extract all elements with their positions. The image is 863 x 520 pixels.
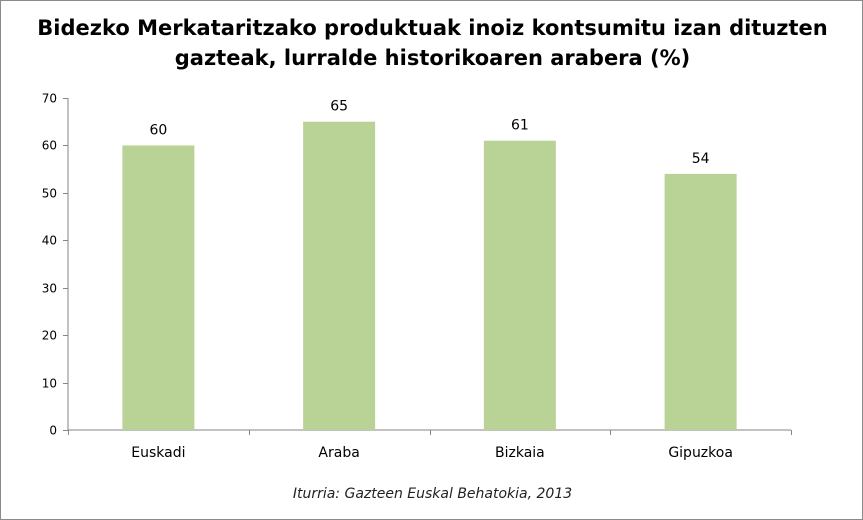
chart-title-line-1: Bidezko Merkataritzako produktuak inoiz …	[37, 16, 828, 40]
category-label-bizkaia: Bizkaia	[495, 445, 545, 461]
category-label-euskadi: Euskadi	[131, 445, 185, 461]
bar-araba	[303, 121, 376, 430]
category-label-araba: Araba	[318, 445, 359, 461]
data-label-bizkaia: 61	[511, 118, 529, 134]
y-tick-label-50: 50	[42, 187, 57, 201]
bar-gipuzkoa	[664, 173, 737, 430]
y-tick-label-60: 60	[42, 139, 57, 153]
y-tick-label-40: 40	[42, 234, 57, 248]
chart-title-line-2: gazteak, lurralde historikoaren arabera …	[174, 46, 691, 70]
bar-bizkaia	[483, 140, 556, 430]
source-note: Iturria: Gazteen Euskal Behatokia, 2013	[292, 486, 573, 502]
category-label-gipuzkoa: Gipuzkoa	[668, 445, 733, 461]
chart-title: Bidezko Merkataritzako produktuak inoiz …	[1, 13, 863, 73]
bar-euskadi	[122, 145, 195, 430]
y-tick-label-70: 70	[42, 92, 57, 106]
y-tick-label-20: 20	[42, 329, 57, 343]
data-label-araba: 65	[330, 99, 348, 115]
y-tick-label-10: 10	[42, 377, 57, 391]
y-tick-label-30: 30	[42, 282, 57, 296]
data-label-gipuzkoa: 54	[692, 151, 710, 167]
data-label-euskadi: 60	[149, 122, 167, 138]
y-tick-label-0: 0	[49, 424, 57, 438]
